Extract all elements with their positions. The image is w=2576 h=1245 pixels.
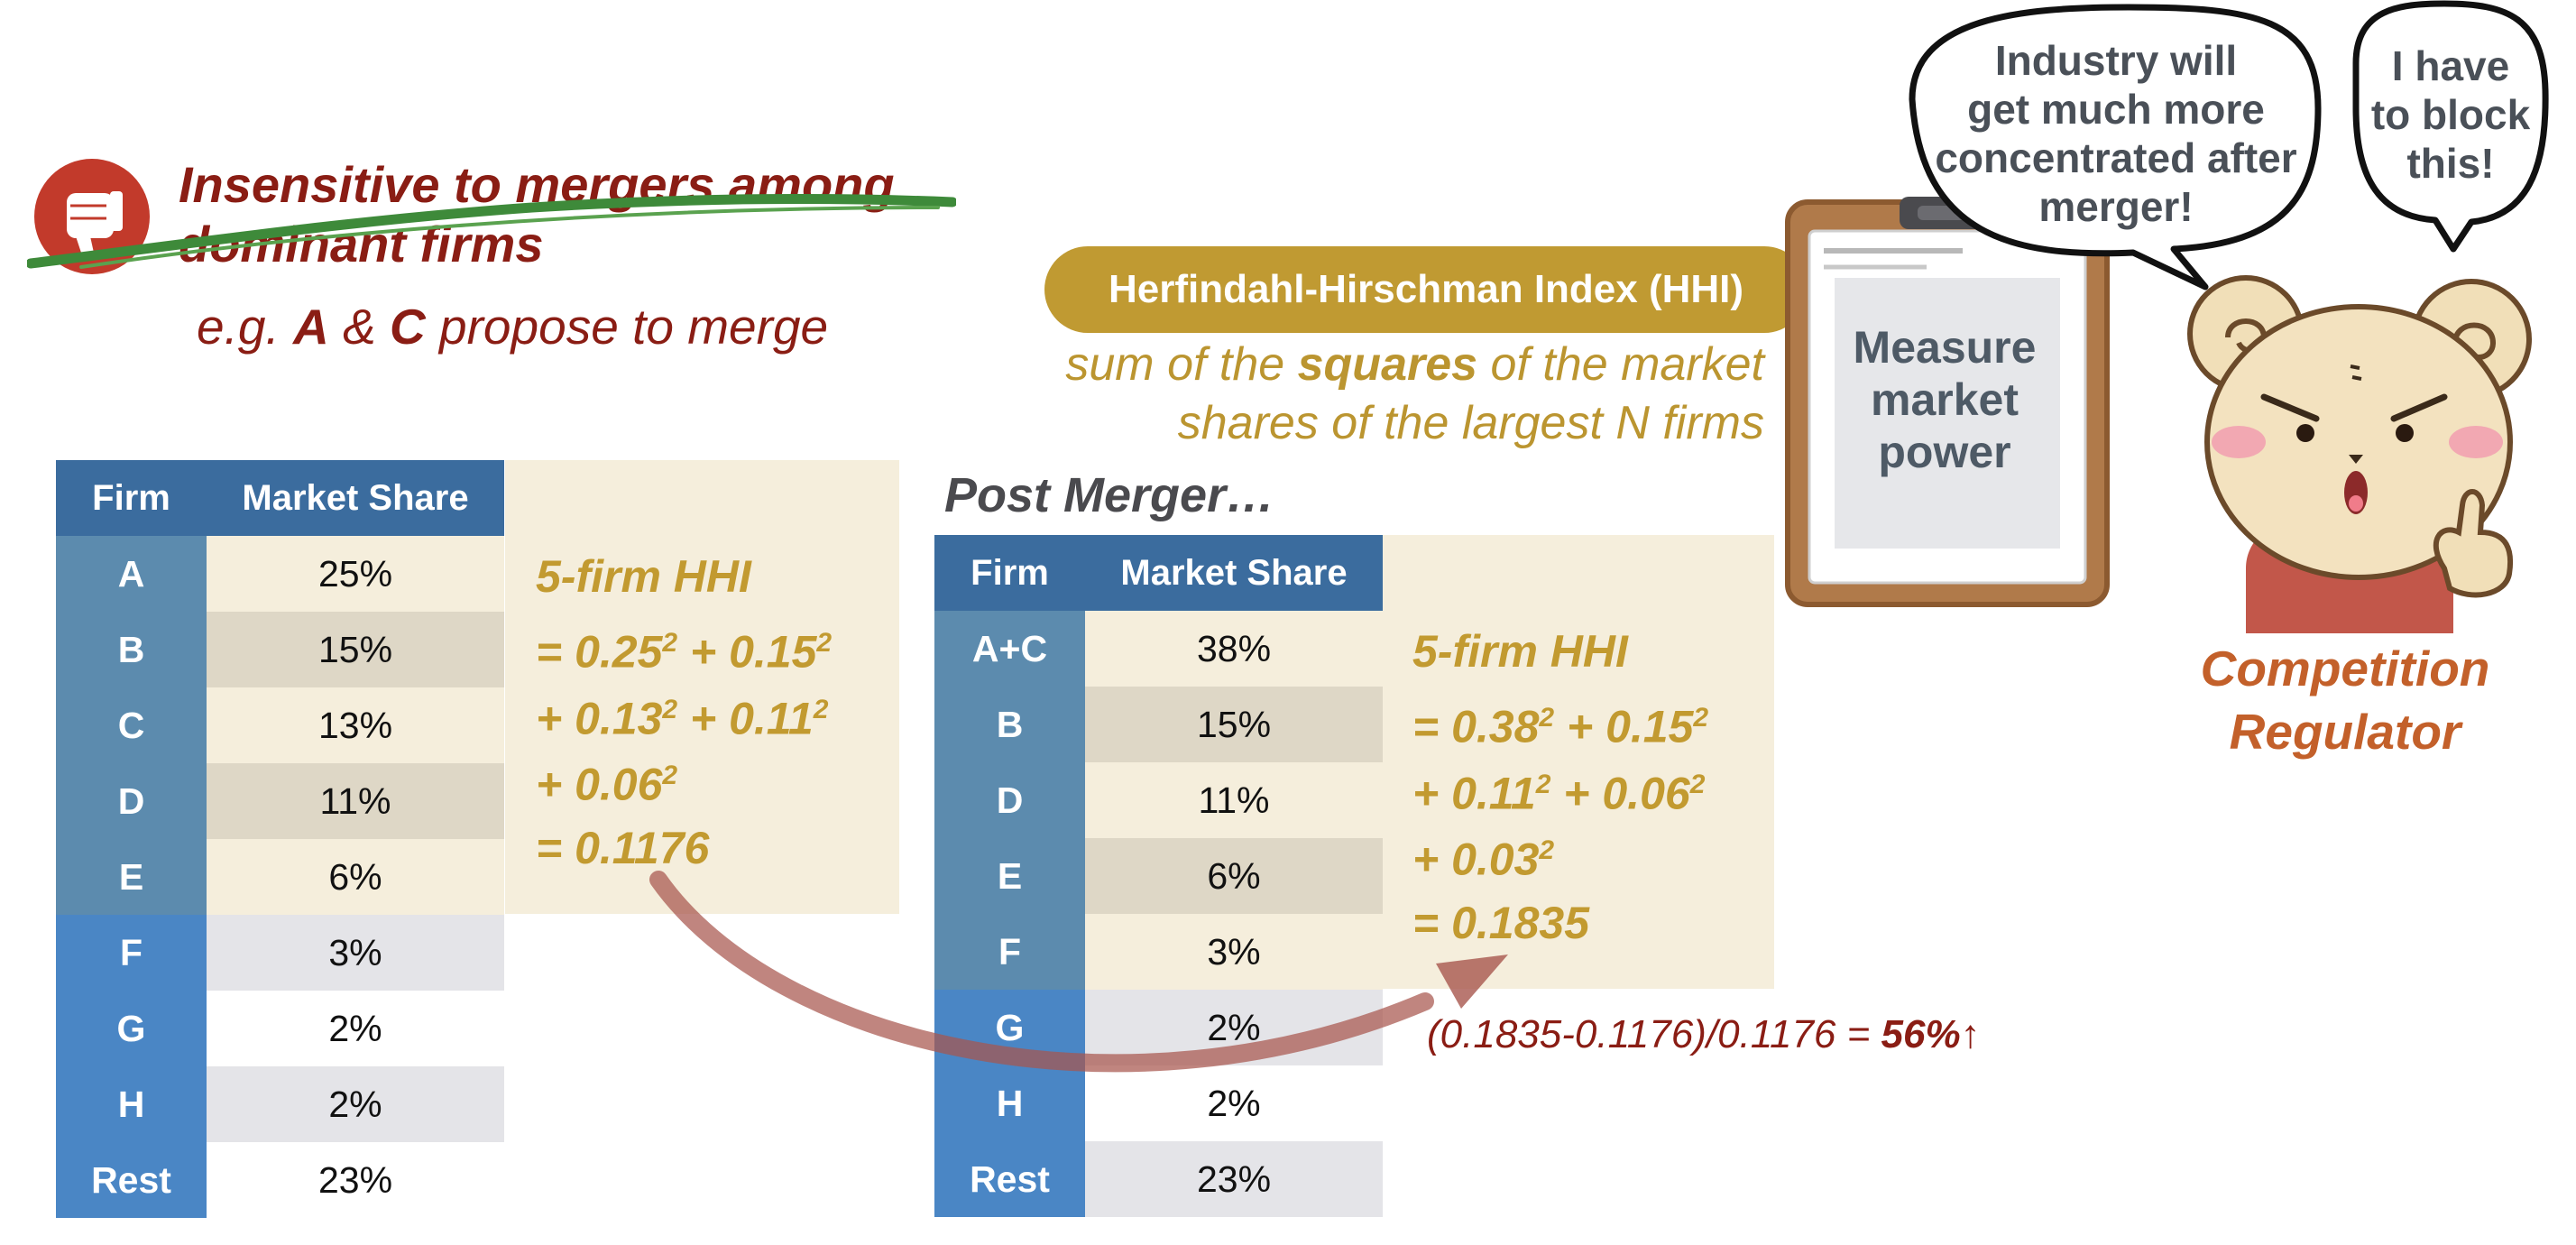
firm-cell: G <box>56 991 207 1066</box>
post-merger-table: Firm Market Share A+C 38% B 15% D 11% E 6% F… <box>934 535 1383 1217</box>
regulator-character-icon <box>2187 275 2532 633</box>
table-row: F 3% <box>56 915 504 991</box>
header-firm: Firm <box>56 460 207 536</box>
post-merger-formula-box <box>1380 535 1774 989</box>
share-cell: 6% <box>207 839 504 915</box>
table-row: H 2% <box>934 1065 1383 1141</box>
table-header: Firm Market Share <box>934 535 1383 611</box>
formula-title: 5-firm HHI <box>536 551 751 602</box>
share-cell: 23% <box>207 1142 504 1218</box>
firm-cell: H <box>56 1066 207 1142</box>
post-merger-hhi-formula: 5-firm HHI = 0.382 + 0.152 + 0.112 + 0.0… <box>1412 622 1708 952</box>
formula-title: 5-firm HHI <box>1412 626 1628 677</box>
change-value: 56% <box>1881 1012 1961 1056</box>
share-cell: 2% <box>207 991 504 1066</box>
pre-merger-formula-box <box>505 460 899 914</box>
hhi-definition: sum of the squares of the market shares … <box>862 336 1764 453</box>
formula-line: = 0.252 + 0.152 <box>536 626 833 678</box>
example-suffix: propose to merge <box>425 299 829 355</box>
share-cell: 23% <box>1085 1141 1383 1217</box>
table-row: A 25% <box>56 536 504 612</box>
firm-cell: C <box>56 687 207 763</box>
firm-cell: E <box>934 838 1085 914</box>
hhi-title-pill: Herfindahl-Hirschman Index (HHI) <box>1044 246 1808 333</box>
share-cell: 11% <box>1085 762 1383 838</box>
header-market-share: Market Share <box>207 460 504 536</box>
table-row: F 3% <box>934 914 1383 990</box>
change-formula: (0.1835-0.1176)/0.1176 = <box>1427 1012 1881 1056</box>
firm-cell: A+C <box>934 611 1085 687</box>
formula-line: + 0.112 + 0.062 <box>1412 768 1706 819</box>
speech-bubbles <box>1909 0 2549 290</box>
firm-cell: E <box>56 839 207 915</box>
header-market-share: Market Share <box>1085 535 1383 611</box>
firm-cell: H <box>934 1065 1085 1141</box>
hhi-def-pre: sum of the <box>1065 338 1298 391</box>
formula-line: = 0.382 + 0.152 <box>1412 701 1709 752</box>
formula-result: = 0.1176 <box>536 822 710 873</box>
table-row: E 6% <box>56 839 504 915</box>
share-cell: 11% <box>207 763 504 839</box>
formula-result: = 0.1835 <box>1412 897 1590 948</box>
percent-change: (0.1835-0.1176)/0.1176 = 56%↑ <box>1427 1012 1981 1057</box>
bubble-right-text: I have to block this! <box>2370 42 2531 187</box>
bubble-left-text: Industry will get much more concentrated… <box>1935 37 2297 230</box>
hhi-def-post: of the market <box>1477 338 1764 391</box>
post-merger-title: Post Merger… <box>944 468 1275 522</box>
table-row: D 11% <box>56 763 504 839</box>
share-cell: 15% <box>1085 687 1383 762</box>
strikethrough-stroke <box>27 194 956 269</box>
firm-cell: D <box>56 763 207 839</box>
hhi-def-line2: shares of the largest N firms <box>1177 397 1764 449</box>
table-row: A+C 38% <box>934 611 1383 687</box>
table-row: B 15% <box>934 687 1383 762</box>
share-cell: 3% <box>207 915 504 991</box>
firm-cell: D <box>934 762 1085 838</box>
share-cell: 13% <box>207 687 504 763</box>
merger-example: e.g. A & C propose to merge <box>197 298 828 355</box>
example-firm-c: C <box>390 299 426 355</box>
table-row: C 13% <box>56 687 504 763</box>
firm-cell: Rest <box>934 1141 1085 1217</box>
share-cell: 38% <box>1085 611 1383 687</box>
share-cell: 2% <box>1085 1065 1383 1141</box>
hhi-def-bold: squares <box>1297 338 1478 391</box>
example-amp: & <box>328 299 391 355</box>
table-row: G 2% <box>56 991 504 1066</box>
example-firm-a: A <box>293 299 329 355</box>
share-cell: 3% <box>1085 914 1383 990</box>
table-header: Firm Market Share <box>56 460 504 536</box>
share-cell: 2% <box>207 1066 504 1142</box>
formula-line: + 0.032 <box>1412 834 1555 885</box>
formula-line: + 0.132 + 0.112 <box>536 693 829 744</box>
example-prefix: e.g. <box>197 299 294 355</box>
up-arrow-icon: ↑ <box>1960 1012 1981 1056</box>
firm-cell: A <box>56 536 207 612</box>
share-cell: 15% <box>207 612 504 687</box>
table-row: Rest 23% <box>934 1141 1383 1217</box>
firm-cell: B <box>56 612 207 687</box>
regulator-label: Competition Regulator <box>2200 641 2490 760</box>
table-row: H 2% <box>56 1066 504 1142</box>
firm-cell: B <box>934 687 1085 762</box>
table-row: E 6% <box>934 838 1383 914</box>
clipboard-icon <box>1785 197 2110 607</box>
firm-cell: Rest <box>56 1142 207 1218</box>
share-cell: 25% <box>207 536 504 612</box>
table-row: Rest 23% <box>56 1142 504 1218</box>
table-row: B 15% <box>56 612 504 687</box>
header-firm: Firm <box>934 535 1085 611</box>
share-cell: 6% <box>1085 838 1383 914</box>
table-row: D 11% <box>934 762 1383 838</box>
pre-merger-hhi-formula: 5-firm HHI = 0.252 + 0.152 + 0.132 + 0.1… <box>536 548 832 877</box>
formula-line: + 0.062 <box>536 759 678 810</box>
firm-cell: F <box>56 915 207 991</box>
firm-cell: F <box>934 914 1085 990</box>
clipboard-text: Measure market power <box>1853 322 2037 477</box>
